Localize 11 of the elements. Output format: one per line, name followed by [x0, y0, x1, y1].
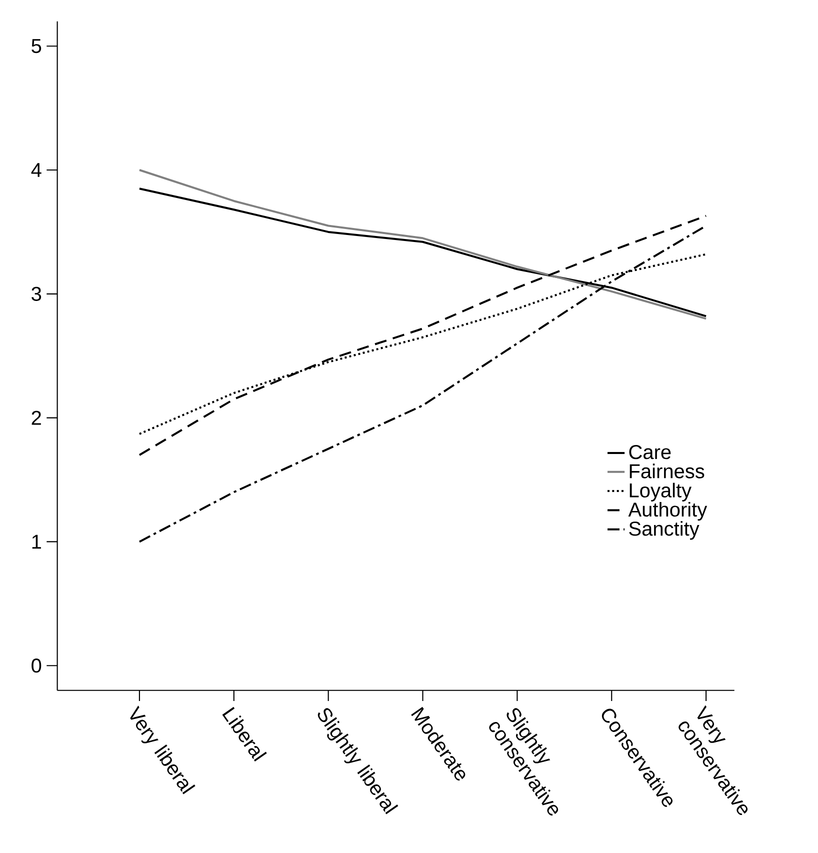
y-tick-label: 1: [32, 534, 41, 549]
legend-label: Loyalty: [630, 482, 692, 502]
legend-label: Sanctity: [628, 521, 700, 540]
legend-label: Fairness: [630, 464, 704, 478]
y-tick-label: 2: [32, 410, 41, 425]
legend-label: Authority: [628, 502, 707, 521]
y-tick-label: 5: [31, 39, 41, 54]
y-tick-label: 0: [31, 658, 41, 673]
legend-label: Care: [629, 445, 671, 460]
y-tick-label: 3: [31, 286, 41, 301]
y-tick-label: 4: [31, 163, 42, 177]
